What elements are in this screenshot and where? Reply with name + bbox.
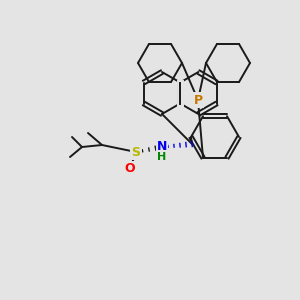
Text: S: S bbox=[131, 146, 140, 158]
Text: P: P bbox=[194, 94, 202, 106]
Text: N: N bbox=[157, 140, 167, 154]
Text: O: O bbox=[125, 163, 135, 176]
Text: H: H bbox=[158, 152, 166, 162]
